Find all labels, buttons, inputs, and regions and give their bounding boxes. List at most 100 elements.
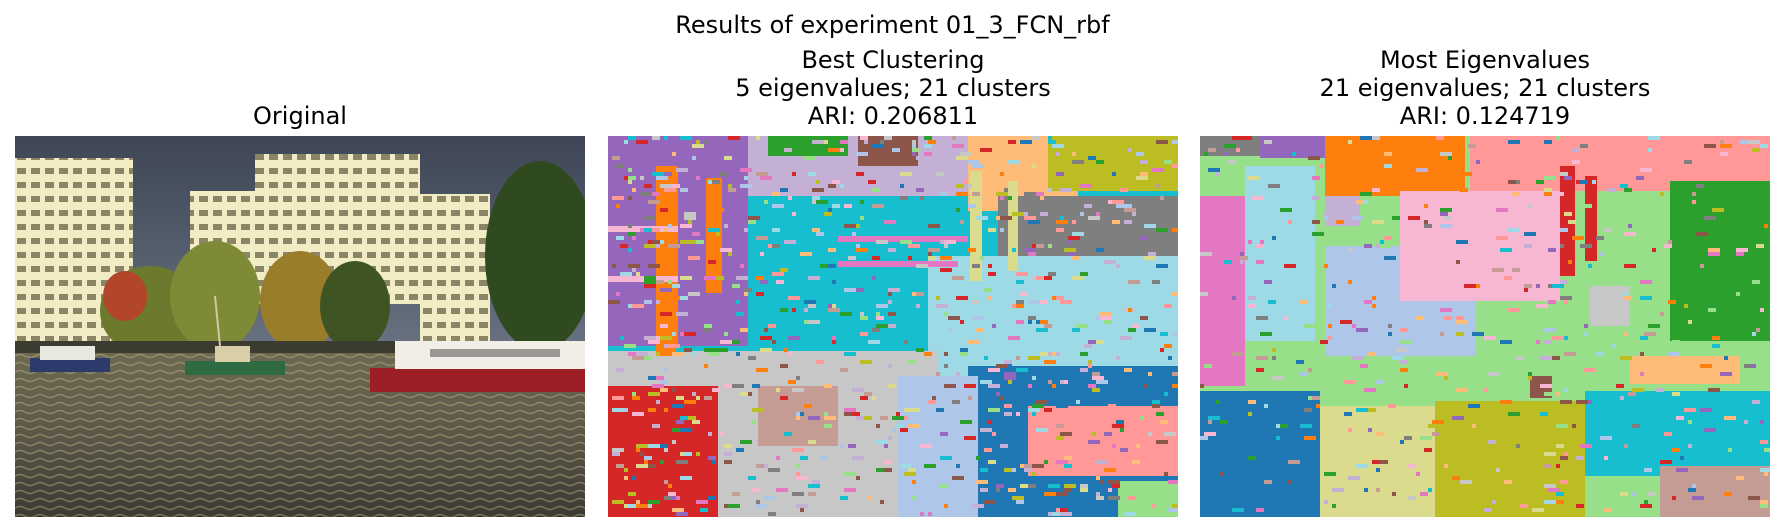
cluster-pixel [1152, 504, 1156, 508]
cluster-pixel [1572, 236, 1584, 240]
cluster-pixel [832, 340, 836, 344]
cluster-pixel [648, 264, 660, 268]
cluster-pixel [640, 248, 648, 252]
cluster-pixel [1052, 352, 1056, 356]
cluster-pixel [936, 172, 944, 176]
cluster-pixel [800, 252, 812, 256]
cluster-pixel [936, 296, 940, 300]
cluster-pixel [1000, 216, 1012, 220]
cluster-pixel [1624, 188, 1632, 192]
cluster-pixel [952, 144, 964, 148]
cluster-pixel [700, 508, 708, 512]
cluster-pixel [1548, 248, 1556, 252]
cluster-pixel [620, 244, 628, 248]
cluster-pixel [1076, 324, 1088, 328]
cluster-pixel [756, 504, 768, 508]
cluster-pixel [956, 208, 960, 212]
cluster-pixel [672, 352, 684, 356]
cluster-pixel [1256, 316, 1268, 320]
cluster-pixel [636, 444, 648, 448]
cluster-pixel [776, 488, 788, 492]
cluster-pixel [668, 224, 672, 228]
cluster-noise [608, 136, 1178, 516]
cluster-pixel [664, 496, 672, 500]
cluster-pixel [768, 324, 776, 328]
cluster-pixel [1364, 388, 1376, 392]
cluster-pixel [1140, 316, 1148, 320]
cluster-pixel [1380, 240, 1384, 244]
cluster-pixel [708, 228, 720, 232]
cluster-pixel [852, 388, 864, 392]
cluster-pixel [904, 408, 916, 412]
cluster-pixel [680, 416, 688, 420]
cluster-pixel [1016, 332, 1028, 336]
cluster-pixel [1560, 480, 1568, 484]
cluster-pixel [1124, 220, 1132, 224]
cluster-pixel [1764, 224, 1768, 228]
cluster-pixel [780, 364, 788, 368]
cluster-pixel [1112, 220, 1120, 224]
cluster-pixel [824, 412, 828, 416]
cluster-region [1660, 466, 1770, 517]
cluster-pixel [1268, 300, 1276, 304]
cluster-pixel [1564, 176, 1572, 180]
cluster-pixel [1588, 400, 1592, 404]
cluster-pixel [1068, 236, 1080, 240]
cluster-pixel [824, 140, 828, 144]
cluster-pixel [972, 316, 984, 320]
cluster-pixel [792, 492, 804, 496]
cluster-pixel [1496, 236, 1508, 240]
cluster-pixel [616, 204, 620, 208]
cluster-pixel [1372, 304, 1376, 308]
cluster-pixel [652, 384, 664, 388]
cluster-pixel [1500, 400, 1512, 404]
cluster-pixel [748, 356, 756, 360]
cluster-pixel [940, 192, 948, 196]
cluster-pixel [996, 216, 1000, 220]
cluster-pixel [948, 328, 952, 332]
cluster-pixel [656, 400, 660, 404]
cluster-pixel [1580, 180, 1588, 184]
cluster-pixel [1472, 424, 1476, 428]
cluster-pixel [728, 188, 736, 192]
cluster-pixel [660, 460, 664, 464]
cluster-pixel [1272, 236, 1276, 240]
cluster-pixel [1088, 360, 1092, 364]
cluster-pixel [692, 156, 696, 160]
cluster-region [608, 276, 678, 282]
cluster-pixel [1624, 444, 1628, 448]
cluster-pixel [808, 276, 820, 280]
cluster-pixel [1620, 396, 1624, 400]
cluster-region [1590, 286, 1630, 326]
cluster-pixel [772, 192, 780, 196]
cluster-pixel [976, 328, 984, 332]
cluster-pixel [1500, 340, 1512, 344]
cluster-pixel [1160, 348, 1164, 352]
cluster-pixel [1280, 208, 1292, 212]
cluster-pixel [808, 440, 816, 444]
cluster-pixel [644, 336, 656, 340]
cluster-pixel [1500, 248, 1512, 252]
cluster-pixel [1484, 508, 1492, 512]
cluster-pixel [808, 416, 820, 420]
cluster-pixel [664, 480, 668, 484]
cluster-pixel [708, 456, 716, 460]
cluster-pixel [784, 240, 796, 244]
cluster-pixel [1036, 276, 1044, 280]
cluster-pixel [740, 488, 752, 492]
cluster-pixel [1688, 176, 1700, 180]
cluster-pixel [1096, 212, 1100, 216]
cluster-pixel [864, 392, 872, 396]
original-photo [15, 136, 585, 517]
cluster-pixel [748, 216, 760, 220]
cluster-pixel [824, 264, 836, 268]
cluster-pixel [892, 416, 904, 420]
cluster-pixel [696, 396, 700, 400]
cluster-pixel [1296, 360, 1304, 364]
cluster-pixel [1020, 140, 1032, 144]
cluster-pixel [1096, 380, 1108, 384]
cluster-pixel [840, 368, 848, 372]
cluster-pixel [1168, 356, 1172, 360]
cluster-pixel [800, 456, 808, 460]
cluster-pixel [1148, 432, 1152, 436]
